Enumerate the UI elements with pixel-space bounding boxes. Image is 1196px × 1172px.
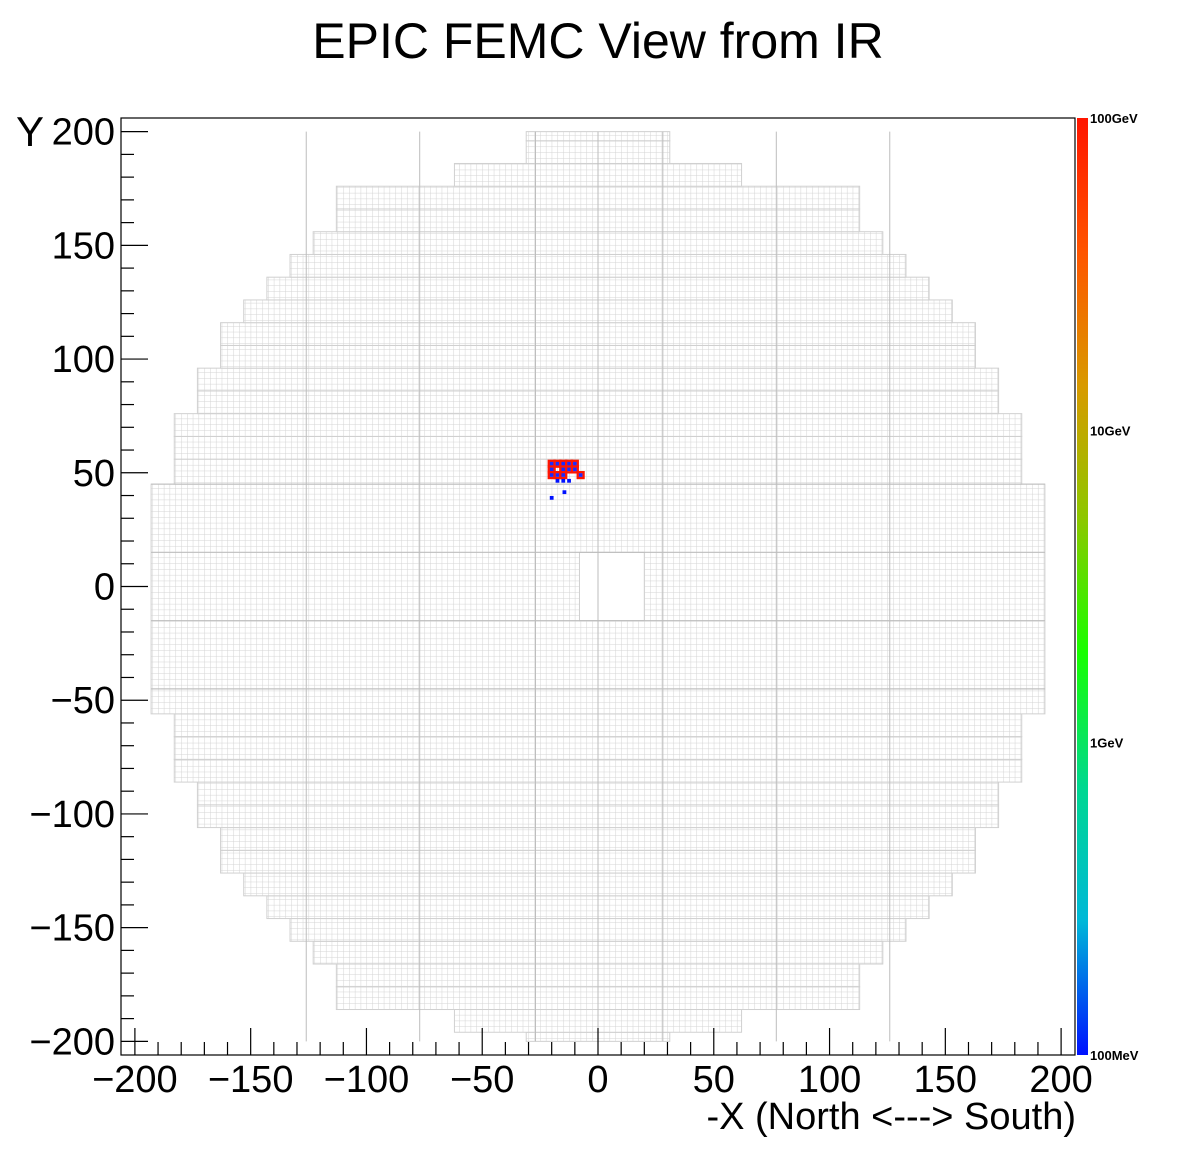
hit-cell-core — [549, 461, 554, 466]
hit-cell-core — [555, 461, 560, 466]
beam-hole — [578, 551, 645, 622]
x-axis-label: -X (North <---> South) — [706, 1096, 1076, 1138]
color-scale-label: 100MeV — [1090, 1048, 1139, 1063]
hit-cell — [570, 465, 579, 474]
color-scale-bar — [1077, 118, 1088, 1055]
hit-cell — [559, 471, 568, 480]
y-tick-label: −200 — [29, 1021, 115, 1063]
x-tick-label: −50 — [450, 1059, 514, 1101]
y-tick-label: −150 — [29, 908, 115, 950]
x-tick-label: −200 — [92, 1059, 178, 1101]
module-boundaries — [151, 131, 1045, 1042]
hit-cell — [562, 490, 567, 495]
hit-cell-core — [573, 467, 577, 472]
hit-cell-core — [578, 473, 583, 477]
hit-cell-core — [567, 467, 571, 472]
hits-layer — [547, 459, 585, 500]
chart-title: EPIC FEMC View from IR — [312, 13, 884, 69]
y-axis-label: Y — [16, 108, 45, 155]
axes: −200 −150 −100 −50 0 50 100 150 200−200−150−100−… — [29, 112, 1092, 1101]
hit-cell — [549, 495, 554, 500]
x-tick-label: 100 — [798, 1059, 861, 1101]
hit-cell-core — [561, 461, 566, 466]
y-tick-label: −50 — [51, 680, 115, 722]
x-tick-label: −150 — [208, 1059, 294, 1101]
y-tick-label: 0 — [94, 567, 115, 609]
y-tick-label: −100 — [29, 794, 115, 836]
y-tick-label: 50 — [73, 453, 115, 495]
y-tick-label: 100 — [52, 339, 115, 381]
hit-cell-core — [555, 473, 560, 477]
color-scale-label: 100GeV — [1090, 111, 1138, 126]
y-tick-label: 200 — [52, 112, 115, 154]
hit-cell — [561, 478, 566, 483]
y-tick-label: 150 — [52, 225, 115, 267]
hit-cell-core — [573, 461, 577, 466]
x-tick-label: 150 — [914, 1059, 977, 1101]
color-scale-label: 1GeV — [1090, 736, 1124, 751]
color-scale-label: 10GeV — [1090, 423, 1131, 438]
hit-cell — [576, 471, 585, 480]
x-tick-label: −100 — [324, 1059, 410, 1101]
color-scale: 100MeV 1GeV 10GeV 100GeV — [1077, 111, 1139, 1063]
x-tick-label: 200 — [1029, 1059, 1092, 1101]
hit-cell-core — [549, 473, 554, 477]
hit-cell-core — [561, 467, 566, 472]
hit-cell-core — [549, 467, 554, 472]
hit-cell — [555, 478, 560, 483]
x-tick-label: 0 — [587, 1059, 608, 1101]
hit-cell-core — [567, 461, 571, 466]
hit-cell — [567, 478, 571, 483]
hit-cell-core — [561, 473, 566, 477]
x-tick-label: 50 — [693, 1059, 735, 1101]
